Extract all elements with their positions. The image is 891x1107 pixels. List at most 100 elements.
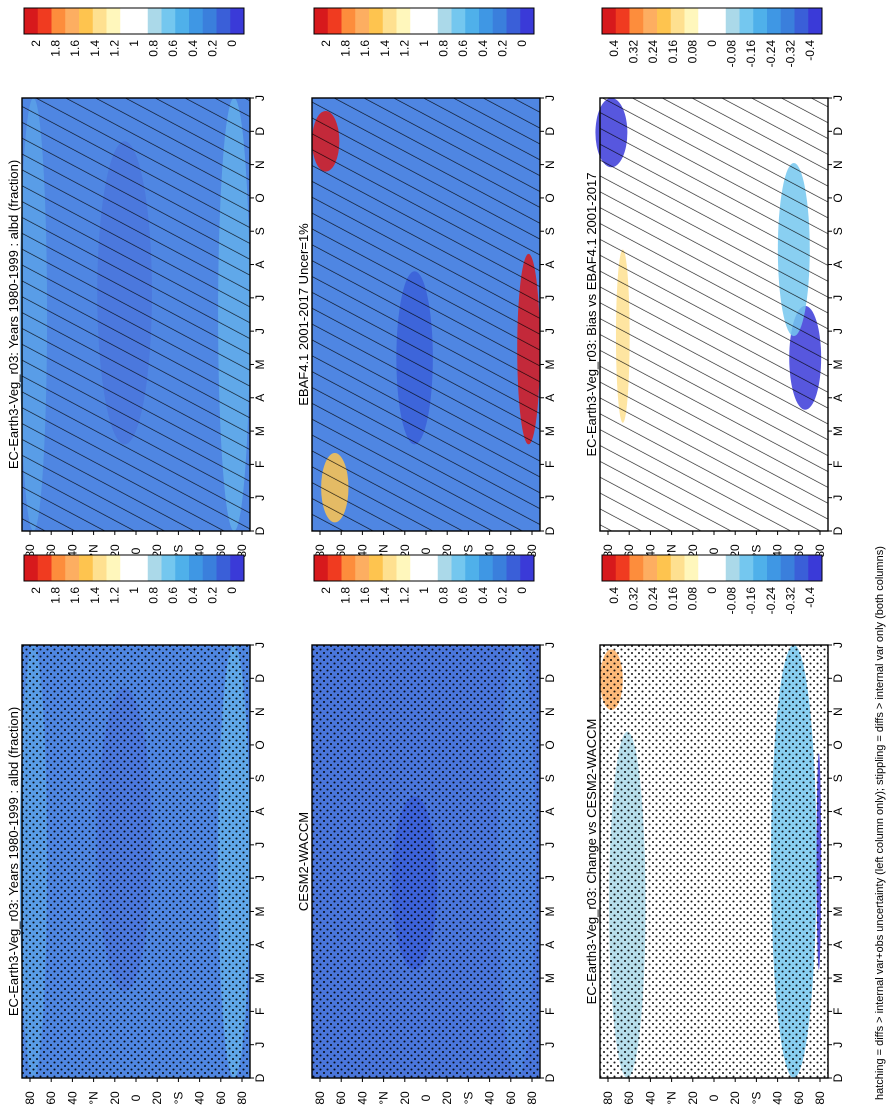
colorbar-swatch [51,8,66,34]
colorbar-tick-label: 0 [515,40,529,47]
colorbar-tick-label: -0.24 [764,40,778,68]
colorbar-swatch [327,555,342,581]
colorbar-swatch [520,555,535,581]
colorbar-swatch [175,555,190,581]
colorbar-swatch [79,555,94,581]
x-tick-label: J [831,328,845,334]
x-tick-label: J [253,1042,267,1048]
colorbar-swatch [92,555,107,581]
colorbar-swatch [684,555,699,581]
colorbar-swatch [410,555,425,581]
y-tick-label: °N [665,1091,679,1104]
y-tick-label: 40 [193,544,207,558]
colorbar-swatch [355,555,370,581]
y-tick-label: °S [749,1092,763,1105]
colorbar-tick-label: 0.2 [495,587,509,604]
x-tick-label: O [543,193,557,202]
colorbar-tick-label: -0.4 [803,587,817,608]
x-tick-label: S [831,227,845,235]
colorbar-tick-label: 1 [127,40,141,47]
y-tick-label: 80 [601,544,615,558]
colorbar-swatch [341,555,356,581]
colorbar-swatch [767,8,782,34]
x-tick-label: J [831,495,845,501]
colorbar-tick-label: -0.24 [764,587,778,615]
y-tick-label: 80 [23,544,37,558]
y-tick-label: 40 [355,1091,369,1105]
colorbar-frame [601,554,823,582]
x-tick-label: N [253,707,267,716]
colorbar-swatch [147,555,162,581]
colorbar-swatch [794,8,809,34]
x-tick-label: S [253,227,267,235]
colorbar-swatch [396,8,411,34]
x-tick-label: M [831,906,845,916]
colorbar-frame [313,554,535,582]
colorbar-swatch [725,8,740,34]
x-tick-label: J [543,842,557,848]
colorbar-swatch [451,8,466,34]
colorbar-tick-label: 0.8 [437,587,451,604]
y-tick-label: 60 [792,1091,806,1105]
colorbar-tick-label: 0.8 [147,587,161,604]
x-tick-label: O [543,740,557,749]
y-tick-label: 20 [150,544,164,558]
x-tick-label: D [253,526,267,535]
chart-title: CESM2-WACCM [296,812,311,911]
colorbar-tick-label: 2 [319,40,333,47]
significance-overlay [312,645,540,1078]
colorbar-swatch [479,555,494,581]
colorbar-swatch [698,555,713,581]
x-tick-label: J [543,875,557,881]
colorbar-tick-label: -0.16 [744,40,758,68]
significance-overlay [22,645,250,1078]
colorbar-swatch [37,8,52,34]
colorbar-swatch [465,8,480,34]
colorbar-tick-label: -0.16 [744,587,758,615]
colorbar-swatch [712,555,727,581]
colorbar-swatch [712,8,727,34]
y-tick-label: 60 [622,1091,636,1105]
colorbar-tick-label: 1.4 [88,587,102,604]
colorbar-tick-label: 1.8 [49,40,63,57]
x-tick-label: A [831,261,845,269]
x-tick-label: M [831,426,845,436]
colorbar-tick-label: 1 [417,587,431,594]
y-tick-label: 0 [419,1094,433,1101]
x-tick-label: M [543,973,557,983]
x-tick-label: N [543,160,557,169]
colorbar-frame [313,7,535,35]
colorbar-tick-label: 1.6 [68,40,82,57]
x-tick-label: N [831,160,845,169]
colorbar-swatch [739,8,754,34]
colorbar-frame [23,554,245,582]
colorbar-swatch [424,555,439,581]
x-tick-label: D [831,127,845,136]
colorbar-swatch [492,555,507,581]
colorbar-tick-label: -0.32 [783,40,797,68]
x-tick-label: J [543,295,557,301]
colorbar-swatch [216,555,231,581]
x-tick-label: A [253,394,267,402]
x-tick-label: D [831,674,845,683]
colorbar-swatch [698,8,713,34]
y-tick-label: 40 [771,1091,785,1105]
x-tick-label: M [543,359,557,369]
colorbar-swatch [753,8,768,34]
colorbar-swatch [643,8,658,34]
colorbar-tick-label: -0.32 [783,587,797,615]
significance-overlay [22,98,250,531]
x-tick-label: D [543,526,557,535]
colorbar-tick-label: 0.6 [456,587,470,604]
chart-title: EC-Earth3-Veg_r03: Bias vs EBAF4.1 2001-… [584,173,599,457]
x-tick-label: J [253,95,267,101]
x-tick-label: J [253,642,267,648]
colorbar-swatch [79,8,94,34]
y-tick-label: 20 [728,1091,742,1105]
colorbar-swatch [479,8,494,34]
colorbar-swatch [134,555,149,581]
colorbar-swatch [147,8,162,34]
x-tick-label: J [831,642,845,648]
colorbar-swatch [437,8,452,34]
